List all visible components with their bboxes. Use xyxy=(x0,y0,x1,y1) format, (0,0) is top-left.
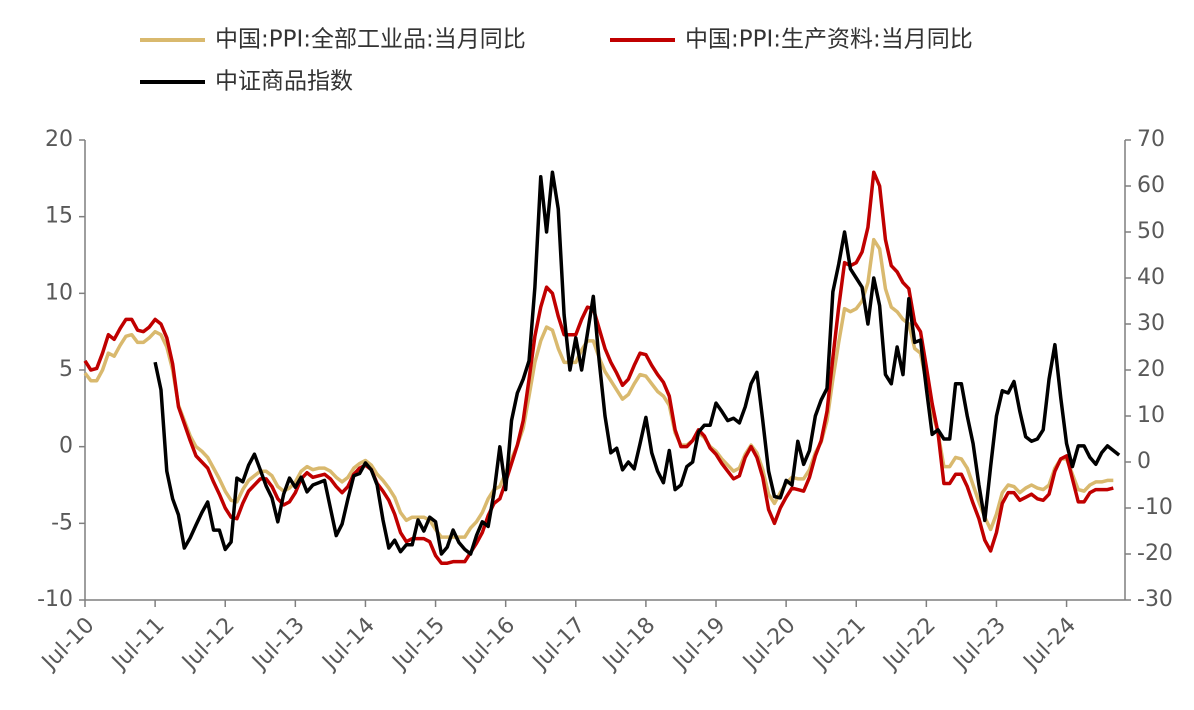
y-tick-label: 5 xyxy=(59,357,73,382)
series-line xyxy=(83,170,1114,565)
y2-tick-label: 0 xyxy=(1137,449,1151,474)
series-line xyxy=(83,237,1114,539)
y2-tick-label: -20 xyxy=(1137,541,1173,566)
x-tick-label: Jul-20 xyxy=(737,613,800,676)
y2-tick-label: 40 xyxy=(1137,265,1165,290)
x-tick-label: Jul-17 xyxy=(527,613,590,676)
y2-tick-label: -10 xyxy=(1137,495,1173,520)
y-tick-label: 0 xyxy=(59,434,73,459)
x-tick-label: Jul-13 xyxy=(247,613,310,676)
x-tick-label: Jul-24 xyxy=(1018,613,1081,676)
x-tick-label: Jul-15 xyxy=(387,613,450,676)
legend-label: 中国:PPI:全部工业品:当月同比 xyxy=(215,27,526,53)
y2-tick-label: 30 xyxy=(1137,311,1165,336)
x-tick-label: Jul-18 xyxy=(597,613,660,676)
x-tick-label: Jul-21 xyxy=(807,613,870,676)
y2-tick-label: -30 xyxy=(1137,587,1173,612)
y-tick-label: 10 xyxy=(45,280,73,305)
legend-label: 中证商品指数 xyxy=(215,69,353,95)
x-tick-label: Jul-12 xyxy=(176,613,239,676)
legend-label: 中国:PPI:生产资料:当月同比 xyxy=(685,27,973,53)
y2-tick-label: 70 xyxy=(1137,127,1165,152)
x-tick-label: Jul-10 xyxy=(36,613,99,676)
x-tick-label: Jul-14 xyxy=(317,613,380,676)
y2-tick-label: 20 xyxy=(1137,357,1165,382)
x-tick-label: Jul-22 xyxy=(878,613,941,676)
x-tick-label: Jul-16 xyxy=(457,613,520,676)
x-tick-label: Jul-11 xyxy=(106,613,169,676)
y2-tick-label: 10 xyxy=(1137,403,1165,428)
y2-tick-label: 50 xyxy=(1137,219,1165,244)
y-tick-label: 15 xyxy=(45,204,73,229)
x-tick-label: Jul-19 xyxy=(667,613,730,676)
y-tick-label: -10 xyxy=(37,587,73,612)
y2-tick-label: 60 xyxy=(1137,173,1165,198)
y-tick-label: 20 xyxy=(45,127,73,152)
x-tick-label: Jul-23 xyxy=(948,613,1011,676)
series-line xyxy=(153,170,1121,556)
y-tick-label: -5 xyxy=(51,510,73,535)
